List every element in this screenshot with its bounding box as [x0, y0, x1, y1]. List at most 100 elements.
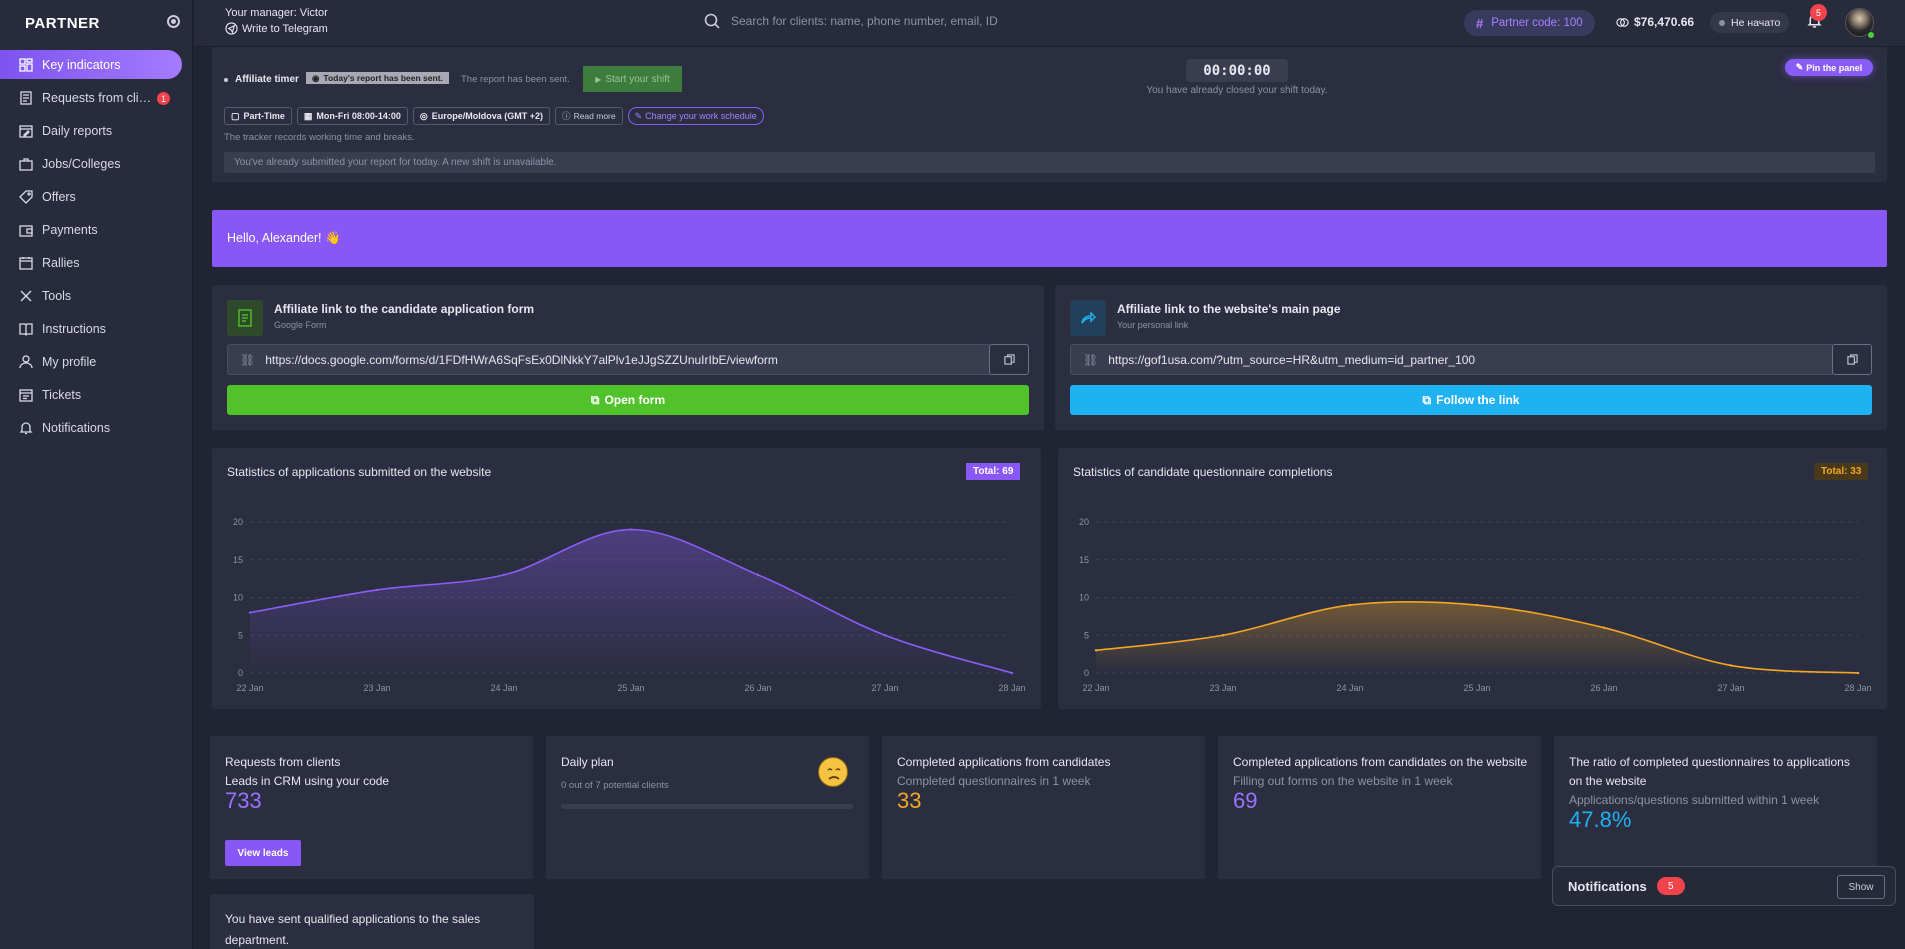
notifications-count-badge: 5	[1810, 4, 1827, 21]
sidebar-item-requests[interactable]: Requests from clients 1	[0, 83, 182, 112]
stat-subtitle: Completed questionnaires in 1 week	[897, 774, 1091, 788]
data-point[interactable]	[1475, 603, 1479, 607]
x-tick-label: 27 Jan	[871, 683, 898, 693]
app-logo: PARTNER	[25, 15, 100, 32]
open-form-label: Open form	[604, 393, 666, 407]
follow-link-button[interactable]: ⧉ Follow the link	[1070, 385, 1872, 415]
stat-subtitle: Filling out forms on the website in 1 we…	[1233, 774, 1453, 788]
link-icon: ⛓	[240, 352, 256, 367]
sidebar-item-tickets[interactable]: Tickets	[0, 380, 182, 409]
view-leads-button[interactable]: View leads	[225, 840, 301, 866]
sidebar-item-label: My profile	[42, 354, 97, 369]
partner-code-badge[interactable]: # Partner code: 100	[1464, 10, 1595, 36]
application-form-url-field[interactable]: ⛓ https://docs.google.com/forms/d/1FDfHWr…	[227, 344, 991, 375]
y-tick-label: 15	[233, 555, 243, 565]
sidebar-toggle-icon[interactable]	[167, 15, 180, 28]
open-form-button[interactable]: ⧉ Open form	[227, 385, 1029, 415]
data-point[interactable]	[375, 588, 379, 592]
user-icon	[18, 354, 33, 369]
manager-name: Your manager: Victor	[225, 7, 328, 19]
chip-label: Mon-Fri 08:00-14:00	[316, 111, 401, 121]
share-icon	[1070, 300, 1106, 336]
shift-status-badge[interactable]: Не начато	[1710, 12, 1790, 33]
website-url-field[interactable]: ⛓ https://gof1usa.com/?utm_source=HR&utm_…	[1070, 344, 1834, 375]
notifications-title: Notifications	[1568, 878, 1647, 894]
link-card-title: Affiliate link to the website's main pag…	[1117, 302, 1341, 316]
stat-title: Requests from clients	[225, 755, 341, 769]
stat-subtitle: Applications/questions submitted within …	[1569, 793, 1820, 807]
data-point[interactable]	[1348, 603, 1352, 607]
data-point[interactable]	[248, 611, 252, 614]
notifications-panel: Notifications 5 Show	[1552, 866, 1896, 906]
y-tick-label: 5	[238, 630, 243, 640]
coins-icon	[1616, 17, 1629, 27]
questionnaire-chart-card: Statistics of candidate questionnaire co…	[1058, 448, 1887, 709]
x-tick-label: 25 Jan	[1463, 683, 1490, 693]
y-tick-label: 20	[1079, 517, 1089, 527]
copy-button[interactable]	[1832, 344, 1872, 375]
pin-panel-button[interactable]: ✎ Pin the panel	[1785, 59, 1873, 76]
y-tick-label: 10	[1079, 593, 1089, 603]
data-point[interactable]	[1856, 671, 1860, 675]
sidebar-item-label: Requests from clients	[42, 90, 157, 105]
calendar-edit-icon	[18, 123, 33, 138]
edit-icon: ✎	[634, 110, 643, 121]
data-point[interactable]	[629, 528, 633, 531]
link-icon: ⛓	[1083, 352, 1099, 367]
affiliate-timer-panel: Affiliate timer ◉ Today's report has been…	[212, 47, 1887, 182]
telegram-link[interactable]: Write to Telegram	[225, 22, 328, 35]
sidebar-item-label: Notifications	[42, 420, 111, 435]
sidebar-item-profile[interactable]: My profile	[0, 347, 182, 376]
data-point[interactable]	[502, 573, 506, 577]
stat-subtitle: 0 out of 7 potential clients	[561, 780, 669, 791]
sidebar-item-label: Tickets	[42, 387, 82, 402]
report-sent-badge-text: Today's report has been sent.	[323, 73, 443, 83]
sidebar-item-payments[interactable]: Payments	[0, 215, 182, 244]
x-tick-label: 26 Jan	[744, 683, 771, 693]
change-schedule-button[interactable]: ✎ Change your work schedule	[627, 107, 764, 125]
wallet-icon	[18, 222, 33, 237]
data-point[interactable]	[756, 573, 760, 577]
stat-card-completed-applications: Completed applications from candidates C…	[882, 736, 1205, 879]
status-dot-icon	[1719, 19, 1725, 26]
show-notifications-button[interactable]: Show	[1837, 875, 1885, 899]
x-tick-label: 24 Jan	[490, 683, 517, 693]
form-icon	[227, 300, 263, 336]
data-point[interactable]	[1729, 664, 1733, 667]
data-point[interactable]	[883, 634, 887, 637]
sidebar: PARTNER Key indicators Requests from cli…	[0, 0, 193, 949]
schedule-chips: ▢ Part-Time ▦ Mon-Fri 08:00-14:00 ◎ Europe/…	[224, 107, 764, 125]
data-point[interactable]	[1094, 649, 1098, 652]
follow-link-label: Follow the link	[1436, 393, 1520, 407]
tracker-note: The tracker records working time and bre…	[224, 132, 415, 143]
start-shift-button[interactable]: ▶ Start your shift	[583, 66, 682, 92]
x-tick-label: 25 Jan	[617, 683, 644, 693]
balance-value: $76,470.66	[1634, 15, 1695, 29]
copy-button[interactable]	[989, 344, 1029, 375]
sidebar-item-daily-reports[interactable]: Daily reports	[0, 116, 182, 145]
sidebar-item-tools[interactable]: Tools	[0, 281, 182, 310]
sidebar-item-rallies[interactable]: Rallies	[0, 248, 182, 277]
x-tick-label: 28 Jan	[1844, 683, 1871, 693]
y-tick-label: 20	[233, 517, 243, 527]
data-point[interactable]	[1602, 626, 1606, 629]
read-more-button[interactable]: ⓘ Read more	[555, 107, 623, 125]
chip-label: Europe/Moldova (GMT +2)	[431, 111, 544, 121]
sidebar-item-notifications[interactable]: Notifications	[0, 413, 182, 442]
x-tick-label: 22 Jan	[236, 683, 263, 693]
bullet-icon	[224, 77, 228, 82]
data-point[interactable]	[1221, 634, 1225, 637]
sidebar-item-key-indicators[interactable]: Key indicators	[0, 50, 182, 79]
data-point[interactable]	[1010, 671, 1014, 675]
y-tick-label: 15	[1079, 555, 1089, 565]
book-icon	[18, 321, 33, 336]
stat-value: 733	[225, 788, 262, 813]
link-card-title: Affiliate link to the candidate applicat…	[274, 302, 535, 316]
partner-code-text: Partner code: 100	[1491, 17, 1583, 29]
y-tick-label: 10	[233, 593, 243, 603]
sidebar-item-instructions[interactable]: Instructions	[0, 314, 182, 343]
search-input[interactable]: Search for clients: name, phone number, …	[704, 13, 998, 29]
sidebar-item-jobs[interactable]: Jobs/Colleges	[0, 149, 182, 178]
sidebar-item-offers[interactable]: Offers	[0, 182, 182, 211]
topbar: Your manager: Victor Write to Telegram S…	[194, 0, 1905, 47]
